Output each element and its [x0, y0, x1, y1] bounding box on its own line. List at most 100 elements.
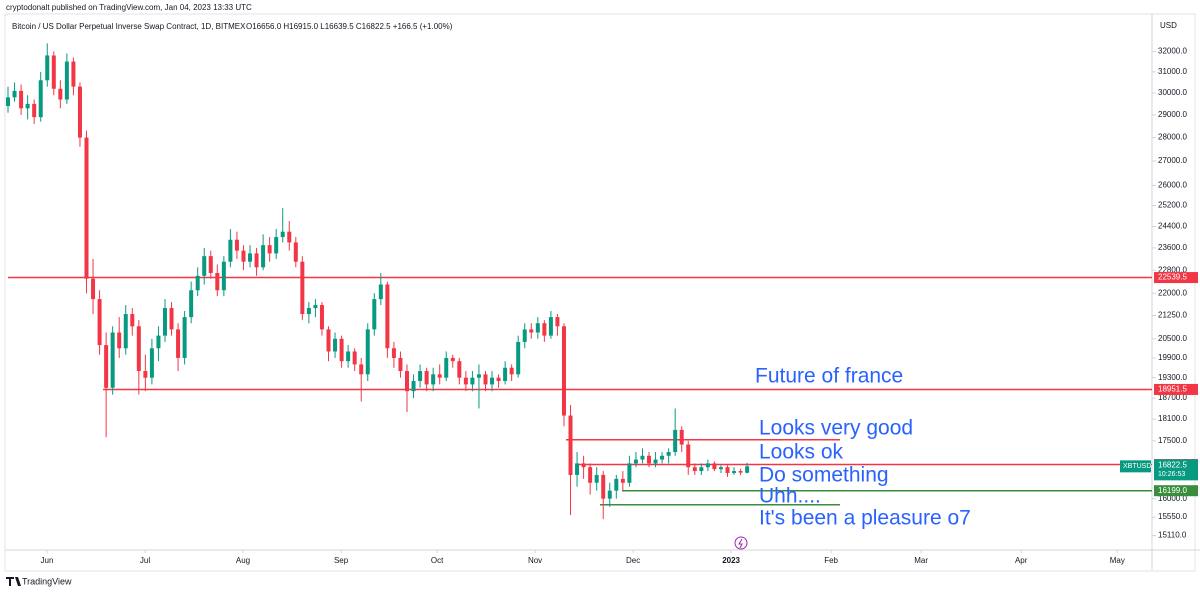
candle-body — [614, 478, 619, 491]
candle-body — [267, 245, 272, 254]
y-tick-label: 25200.0 — [1158, 201, 1187, 210]
x-tick-label: Aug — [236, 556, 250, 565]
candle-body — [234, 239, 239, 251]
y-tick-label: 17500.0 — [1158, 436, 1187, 445]
candle-body — [313, 305, 318, 309]
event-icon[interactable] — [734, 536, 748, 550]
candle-body — [254, 253, 259, 268]
candle-body — [483, 374, 488, 385]
event-bolt — [738, 538, 743, 549]
y-tick-label: 27000.0 — [1158, 156, 1187, 165]
candle-body — [45, 55, 50, 81]
candle-body — [215, 272, 220, 291]
y-tick-label: 28000.0 — [1158, 133, 1187, 142]
candle-body — [627, 463, 632, 483]
candle-body — [640, 455, 645, 460]
candle-body — [326, 329, 331, 352]
y-tick-label: 16000.0 — [1158, 494, 1187, 503]
candle-body — [647, 455, 652, 464]
candle-body — [12, 90, 17, 98]
candle-body — [679, 429, 684, 445]
frame — [4, 13, 1196, 572]
candle-body — [692, 467, 697, 472]
y-tick-label: 26000.0 — [1158, 181, 1187, 190]
candle-body — [561, 326, 566, 416]
candle-body — [568, 415, 573, 475]
candle-body — [293, 242, 298, 262]
candle-body — [25, 103, 30, 109]
candle-body — [594, 474, 599, 483]
y-tick-label: 20500.0 — [1158, 334, 1187, 343]
candle-body — [411, 381, 416, 392]
y-tick-label: 32000.0 — [1158, 47, 1187, 56]
candle-body — [156, 335, 161, 349]
y-tick-label: 24400.0 — [1158, 221, 1187, 230]
candle-body — [725, 467, 730, 473]
candle-body — [548, 317, 553, 336]
x-tick-label: Nov — [528, 556, 542, 565]
candle-body — [745, 466, 750, 473]
candle-body — [110, 332, 115, 388]
candle-body — [588, 467, 593, 483]
symbol-tag-label: XBTUSD — [1123, 463, 1151, 470]
y-tick-label: 19900.0 — [1158, 353, 1187, 362]
y-tick-label: 31000.0 — [1158, 67, 1187, 76]
candle-body — [91, 278, 96, 300]
y-tick-label: 29000.0 — [1158, 110, 1187, 119]
x-tick-label: Dec — [626, 556, 640, 565]
candle-body — [149, 348, 154, 378]
candle-body — [195, 275, 200, 291]
candle-body — [529, 329, 534, 333]
candle-body — [496, 377, 501, 382]
y-tick-label: 22800.0 — [1158, 265, 1187, 274]
candle-body — [123, 314, 128, 349]
y-tick-label: 22000.0 — [1158, 288, 1187, 297]
candle-body — [333, 338, 338, 352]
candle-body — [391, 348, 396, 358]
candle-body — [633, 459, 638, 464]
price-tag-label: 22539.5 — [1158, 273, 1187, 282]
candle-body — [261, 245, 266, 268]
candle-body — [522, 329, 527, 342]
price-tag — [1154, 485, 1198, 497]
y-tick-label: 30000.0 — [1158, 88, 1187, 97]
candle-body — [686, 444, 691, 468]
ohlc-legend: O16656.0 H16915.0 L16639.5 C16822.5 +166… — [246, 22, 453, 31]
candle-body — [169, 308, 174, 330]
candle-body — [535, 323, 540, 333]
x-tick-label: Jul — [140, 556, 150, 565]
y-tick-label: 18100.0 — [1158, 414, 1187, 423]
price-tag-label: 16199.0 — [1158, 486, 1187, 495]
candle-body — [319, 305, 324, 330]
candle-body — [476, 374, 481, 378]
candle-body — [104, 345, 109, 388]
candle-body — [274, 237, 279, 254]
candle-body — [490, 377, 495, 385]
candle-body — [653, 459, 658, 464]
candle-body — [77, 86, 82, 138]
annotation: Looks ok — [759, 441, 844, 464]
candle-body — [300, 261, 305, 315]
candle-body — [182, 317, 187, 358]
candle-body — [365, 329, 370, 375]
candle-body — [19, 90, 24, 109]
candle-body — [84, 137, 89, 279]
candle-body — [32, 103, 37, 118]
candle-body — [130, 314, 135, 327]
candle-body — [346, 351, 351, 362]
candle-body — [97, 299, 102, 346]
x-tick-label: Mar — [914, 556, 928, 565]
candle-body — [71, 61, 76, 87]
x-tick-label: Jun — [41, 556, 54, 565]
candle-body — [221, 261, 226, 291]
candle-body — [202, 256, 207, 276]
candle-body — [418, 371, 423, 382]
candle-body — [581, 463, 586, 468]
candle-body — [176, 329, 181, 358]
annotation: Future of france — [755, 365, 903, 388]
candle-body — [450, 357, 455, 362]
x-tick-label: May — [1110, 556, 1125, 565]
symbol-tag — [1120, 460, 1151, 473]
